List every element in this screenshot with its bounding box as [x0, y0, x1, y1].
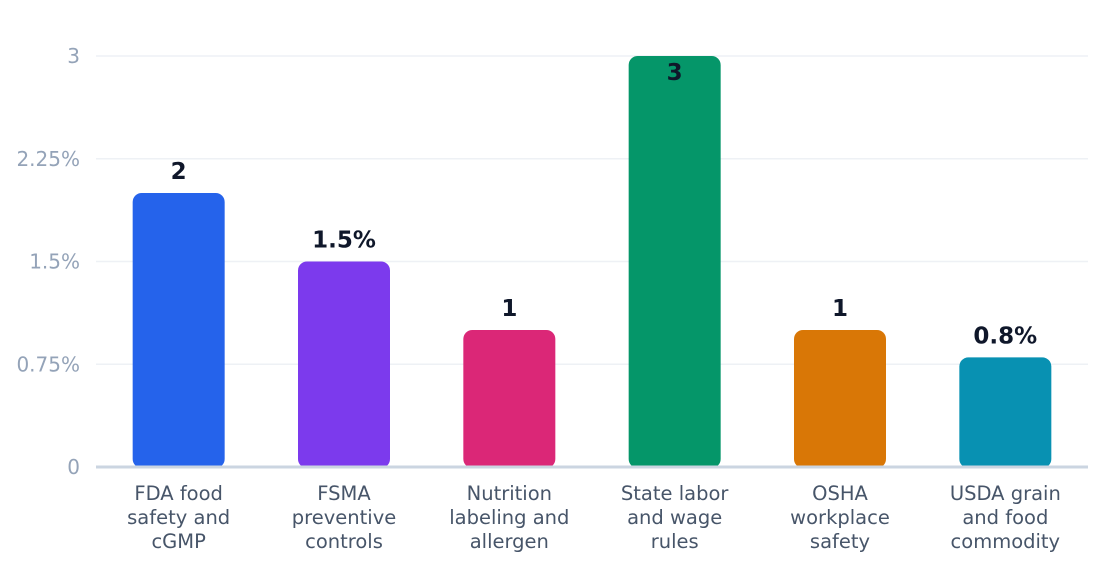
y-tick-label: 2.25% [16, 147, 80, 171]
y-axis-ticks: 0 0.75% 1.5% 2.25% 3 [16, 44, 80, 479]
data-label: 2 [171, 159, 187, 185]
data-label: 1 [832, 296, 848, 322]
x-tick-label: Nutrition labeling and allergen [449, 482, 569, 553]
bar [794, 330, 886, 468]
x-tick-label: USDA grain and food commodity [950, 482, 1061, 553]
x-axis-ticks: FDA food safety and cGMP FSMA preventive cont… [127, 482, 1061, 553]
bar [628, 56, 721, 468]
data-label: 1.5% [312, 228, 376, 254]
bar [132, 193, 225, 468]
bars [132, 56, 1052, 468]
data-label: 1 [501, 296, 517, 322]
y-tick-label: 0 [67, 455, 80, 479]
bar [959, 357, 1052, 468]
y-tick-label: 0.75% [16, 352, 80, 376]
x-tick-label: OSHA workplace safety [790, 482, 890, 553]
y-tick-label: 3 [67, 44, 80, 68]
x-tick-label: FDA food safety and cGMP [127, 482, 230, 553]
y-tick-label: 1.5% [29, 250, 80, 274]
gridlines [96, 55, 1088, 365]
x-tick-label: FSMA preventive controls [292, 482, 396, 553]
bar [463, 330, 556, 468]
bar [298, 261, 390, 468]
data-labels: 2 1.5% 1 3 1 0.8% [171, 60, 1038, 349]
x-tick-label: State labor and wage rules [621, 482, 729, 553]
data-label: 0.8% [973, 323, 1037, 349]
data-label: 3 [667, 60, 683, 86]
